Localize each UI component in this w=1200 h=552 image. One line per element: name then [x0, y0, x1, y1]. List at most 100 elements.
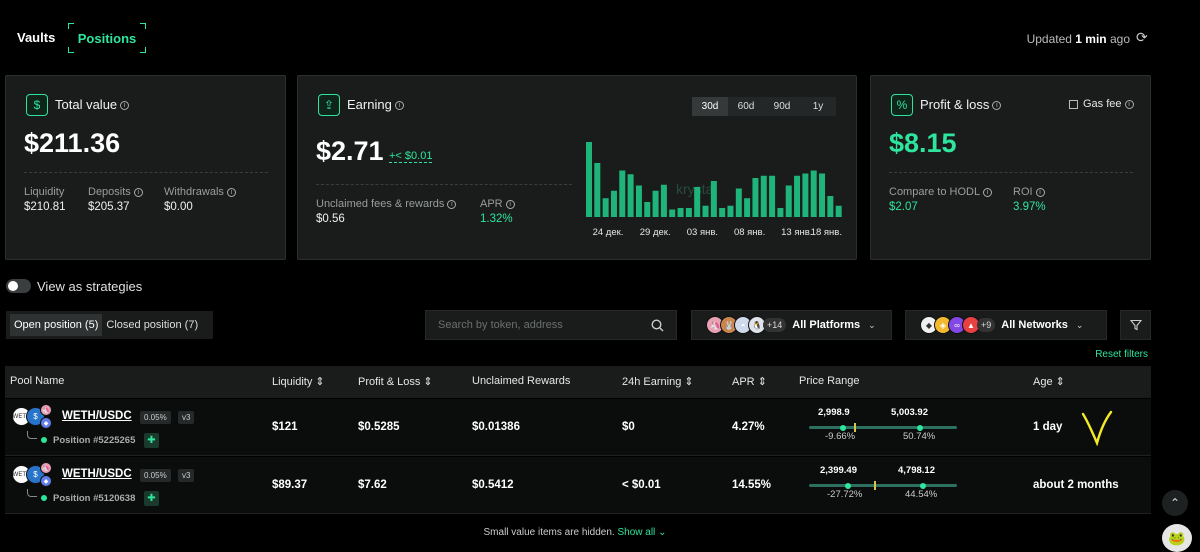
refresh-icon[interactable]: ⟳ — [1136, 29, 1148, 45]
chart-bar[interactable] — [635, 185, 642, 218]
info-icon[interactable]: i — [394, 101, 404, 111]
divider — [316, 184, 572, 185]
chart-bar[interactable] — [819, 173, 826, 218]
chart-bar[interactable] — [644, 202, 651, 217]
chart-bar[interactable] — [777, 208, 784, 217]
chart-bar[interactable] — [660, 184, 667, 217]
chart-bar[interactable] — [602, 198, 609, 217]
updated-status: Updated 1 min ago — [1027, 32, 1130, 46]
chart-bar[interactable] — [610, 190, 617, 217]
info-icon[interactable]: i — [505, 199, 515, 209]
chart-bar[interactable] — [744, 198, 751, 217]
hodl-stat: Compare to HODL i $2.07 — [889, 186, 993, 213]
chart-bar[interactable] — [735, 188, 742, 218]
show-all-link[interactable]: Show all ⌄ — [617, 527, 667, 538]
header-24h-earning[interactable]: 24h Earning ⇕ — [622, 376, 694, 388]
sort-icon[interactable]: ⇕ — [315, 376, 325, 388]
tab-positions[interactable]: Positions — [68, 23, 146, 53]
reset-filters-link[interactable]: Reset filters — [1095, 349, 1148, 360]
unclaimed-stat: Unclaimed fees & rewards i $0.56 — [316, 198, 457, 225]
header-liquidity[interactable]: Liquidity ⇕ — [272, 376, 325, 388]
deposits-label: Deposits i — [88, 186, 143, 198]
chart-bar[interactable] — [652, 190, 659, 217]
chart-bar[interactable] — [594, 163, 601, 217]
gas-fee-toggle[interactable]: Gas fee i — [1069, 98, 1134, 110]
info-icon[interactable]: i — [1035, 187, 1045, 197]
divider — [889, 172, 1133, 173]
pair-link[interactable]: WETH/USDC — [62, 410, 132, 422]
tab-open-position[interactable]: Open position (5) — [10, 314, 103, 336]
period-tab-30d[interactable]: 30d — [692, 97, 728, 116]
header-age[interactable]: Age ⇕ — [1033, 376, 1065, 388]
frog-avatar-icon[interactable]: 🐸 — [1162, 524, 1192, 552]
chart-bar[interactable] — [827, 196, 834, 217]
view-strategies-label: View as strategies — [37, 279, 143, 294]
chart-bar[interactable] — [702, 205, 709, 217]
search-icon[interactable] — [651, 318, 664, 332]
version-badge: v3 — [178, 411, 195, 424]
info-icon[interactable]: i — [1124, 99, 1134, 109]
cell-liquidity: $89.37 — [272, 479, 308, 491]
chart-bar[interactable] — [627, 174, 634, 217]
search-placeholder: Search by token, address — [438, 319, 563, 331]
chart-bar[interactable] — [619, 170, 626, 218]
chart-bar[interactable] — [785, 185, 792, 218]
pnl-title: Profit & loss i — [920, 97, 1002, 112]
sort-icon[interactable]: ⇕ — [1055, 376, 1065, 388]
info-icon[interactable]: i — [992, 101, 1002, 111]
header-apr[interactable]: APR ⇕ — [732, 376, 767, 388]
current-price-marker — [854, 423, 856, 432]
chart-bar[interactable] — [694, 187, 701, 217]
table-row[interactable]: WETH $ 🦄 ◆ WETH/USDC 0.05% v3 Position #… — [5, 457, 1151, 514]
chart-bar[interactable] — [719, 208, 726, 217]
sort-icon[interactable]: ⇕ — [757, 376, 767, 388]
table-row[interactable]: WETH $ 🦄 ◆ WETH/USDC 0.05% v3 Position #… — [5, 399, 1151, 456]
withdrawals-label: Withdrawals i — [164, 186, 236, 198]
chart-bar[interactable] — [794, 175, 801, 217]
chart-bar[interactable] — [752, 178, 759, 217]
pair-link[interactable]: WETH/USDC — [62, 468, 132, 480]
gas-fee-checkbox[interactable] — [1069, 99, 1078, 109]
percent-icon: % — [891, 94, 913, 116]
info-icon[interactable]: i — [120, 101, 130, 111]
period-tab-1y[interactable]: 1y — [812, 101, 824, 112]
chart-bar[interactable] — [810, 170, 817, 218]
chart-bar[interactable] — [586, 142, 592, 217]
puzzle-icon[interactable]: ✚ — [144, 491, 159, 506]
chart-bar[interactable] — [802, 173, 809, 218]
x-tick-label: 08 янв. — [734, 227, 765, 238]
sort-icon[interactable]: ⇕ — [423, 376, 433, 388]
info-icon[interactable]: i — [447, 199, 457, 209]
search-input[interactable]: Search by token, address — [425, 310, 677, 340]
status-dot — [41, 437, 47, 443]
chart-bar[interactable] — [769, 175, 776, 217]
info-icon[interactable]: i — [133, 187, 143, 197]
x-tick-label: 24 дек. — [593, 227, 624, 238]
view-strategies-toggle[interactable] — [6, 279, 31, 293]
info-icon[interactable]: i — [983, 187, 993, 197]
period-tab-90d[interactable]: 90d — [773, 101, 791, 112]
networks-filter[interactable]: ◆ ◈ ∞ ▲ +9 All Networks ⌄ — [905, 310, 1107, 340]
header-pnl[interactable]: Profit & Loss ⇕ — [358, 376, 433, 388]
platform-sushiswap-icon: ◓ — [734, 316, 752, 334]
hand-coin-icon: ⇪ — [318, 94, 340, 116]
platforms-filter[interactable]: 🦄 🐰 ◓ 🐧 +14 All Platforms ⌄ — [691, 310, 892, 340]
filter-button[interactable] — [1120, 310, 1151, 340]
info-icon[interactable]: i — [226, 187, 236, 197]
chart-bar[interactable] — [727, 205, 734, 217]
roi-stat: ROI i 3.97% — [1013, 186, 1046, 213]
chart-bar[interactable] — [760, 175, 767, 217]
scroll-to-top-button[interactable]: ⌃ — [1162, 490, 1188, 516]
tab-closed-position[interactable]: Closed position (7) — [106, 319, 199, 331]
chart-bar[interactable] — [677, 208, 684, 217]
deposits-value: $205.37 — [88, 201, 130, 213]
puzzle-icon[interactable]: ✚ — [144, 433, 159, 448]
sort-icon[interactable]: ⇕ — [684, 376, 694, 388]
chart-bar[interactable] — [669, 209, 676, 218]
hidden-items-text: Small value items are hidden. — [483, 527, 615, 538]
tab-vaults[interactable]: Vaults — [17, 30, 56, 45]
period-tab-60d[interactable]: 60d — [737, 101, 755, 112]
chart-bar[interactable] — [710, 181, 717, 217]
chart-bar[interactable] — [685, 208, 692, 217]
chart-bar[interactable] — [835, 205, 842, 217]
